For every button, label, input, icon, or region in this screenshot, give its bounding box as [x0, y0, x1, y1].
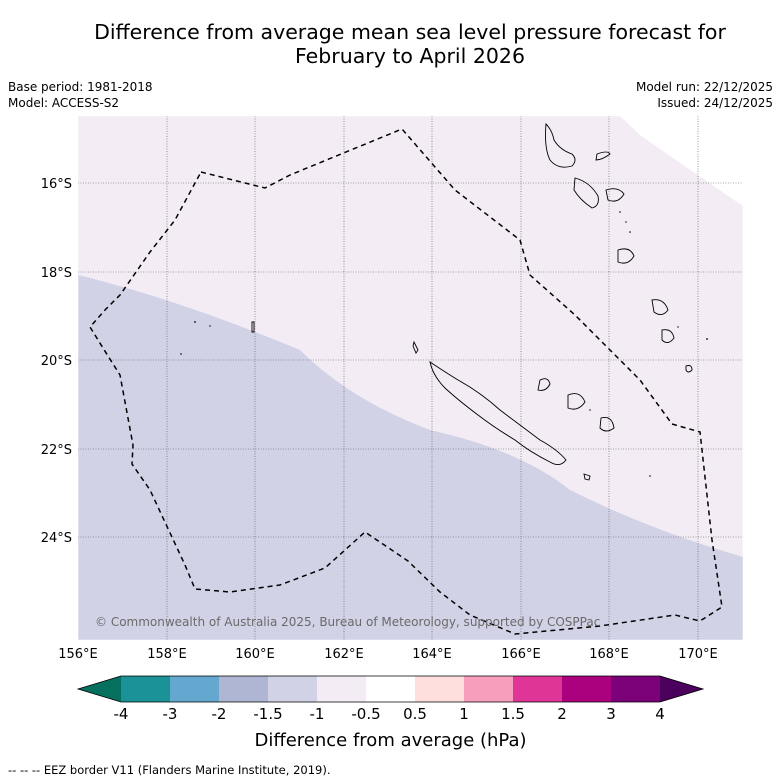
lon-label: 158°E	[147, 647, 187, 662]
lat-label: 24°S	[41, 531, 72, 546]
new-caledonia-island	[429, 361, 567, 465]
colorbar-tick-label: -4	[113, 705, 129, 723]
lon-label: 156°E	[58, 647, 98, 662]
lon-label: 170°E	[678, 647, 718, 662]
colorbar-tick-label: -2	[211, 705, 227, 723]
colorbar-cell	[170, 676, 220, 702]
map-title-line1: Difference from average mean sea level p…	[94, 20, 726, 44]
colorbar-tick-label: 0.5	[403, 705, 427, 723]
lon-label: 168°E	[589, 647, 629, 662]
colorbar	[76, 675, 705, 703]
colorbar-tick-label: -1.5	[253, 705, 283, 723]
colorbar-cell	[562, 676, 612, 702]
model-name: Model: ACCESS-S2	[8, 96, 120, 110]
colorbar-tick-label: -0.5	[351, 705, 381, 723]
lat-label: 20°S	[41, 354, 72, 369]
graticule	[78, 116, 743, 640]
base-period: Base period: 1981-2018	[8, 80, 153, 94]
lat-label: 22°S	[41, 443, 72, 458]
mare-island	[599, 417, 615, 432]
map-title-line2: February to April 2026	[295, 44, 525, 68]
coastlines	[251, 122, 693, 481]
lat-label: 16°S	[41, 177, 72, 192]
belep-islands	[412, 340, 419, 354]
colorbar-cell	[513, 676, 563, 702]
map-plot-area	[78, 116, 743, 640]
colorbar-tick-label: 4	[655, 705, 665, 723]
model-run: Model run: 22/12/2025	[635, 80, 773, 94]
colorbar-cell	[366, 676, 416, 702]
maewo-island	[595, 151, 611, 161]
colorbar-cell	[415, 676, 465, 702]
erromango-island	[617, 248, 635, 264]
colorbar-extend-high	[660, 676, 703, 702]
eez-legend-note: -- -- -- EEZ border V11 (Flanders Marine…	[8, 763, 331, 777]
chesterfield-islet	[251, 321, 255, 333]
tanna-island	[651, 299, 669, 315]
malekula-island	[573, 177, 599, 209]
eez-border	[89, 128, 723, 635]
colorbar-tick-label: 1.5	[501, 705, 525, 723]
colorbar-label: Difference from average (hPa)	[254, 730, 527, 751]
issued-date: Issued: 24/12/2025	[657, 96, 773, 110]
lifou-island	[567, 393, 586, 410]
plot-frame	[77, 115, 744, 641]
lon-label: 162°E	[324, 647, 364, 662]
efate-island	[605, 188, 625, 202]
colorbar-tick-label: -3	[162, 705, 178, 723]
lat-label: 18°S	[41, 266, 72, 281]
colorbar-cell	[611, 676, 661, 702]
colorbar-tick-label: 1	[459, 705, 469, 723]
colorbar-extend-low	[78, 676, 121, 702]
axis-labels: 156°E 158°E 160°E 162°E 164°E 166°E 168°…	[41, 177, 718, 662]
anomaly-band-dark	[78, 275, 743, 640]
islet-dots	[180, 211, 708, 477]
lon-label: 166°E	[501, 647, 541, 662]
ouvea-island	[537, 378, 551, 391]
colorbar-cell	[464, 676, 514, 702]
anomaly-band-neutral	[620, 116, 743, 206]
aneityum-island	[661, 329, 675, 343]
lon-label: 160°E	[235, 647, 275, 662]
colorbar-outline	[76, 675, 705, 703]
colorbar-tick-label: 3	[606, 705, 616, 723]
colorbar-tick-label: 2	[557, 705, 567, 723]
colorbar-cell	[317, 676, 367, 702]
colorbar-cell	[219, 676, 269, 702]
colorbar-tick-label: -1	[309, 705, 325, 723]
colorbar-cell	[121, 676, 171, 702]
lon-label: 164°E	[412, 647, 452, 662]
colorbar-cell	[268, 676, 318, 702]
espiritu-santo-island	[545, 122, 576, 168]
small-islet-a	[685, 365, 693, 373]
isle-of-pines	[583, 473, 591, 481]
copyright-notice: © Commonwealth of Australia 2025, Bureau…	[95, 615, 600, 629]
